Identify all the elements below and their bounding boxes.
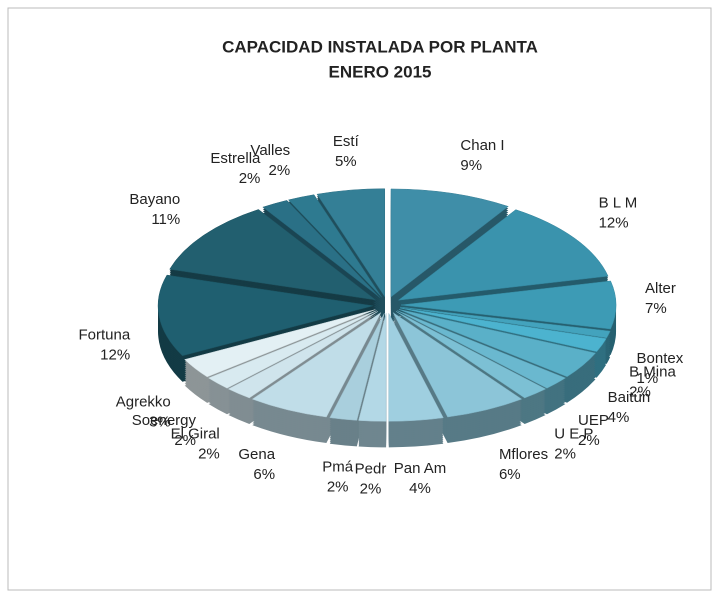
slice-top [388, 313, 444, 422]
slice-label: Bayano [129, 191, 180, 208]
slice-value-label: 2% [174, 432, 196, 449]
slice-top [157, 274, 374, 357]
pie-slice [358, 313, 387, 448]
slice-top [358, 313, 387, 422]
pie-slice [251, 312, 382, 444]
pie-slice [392, 312, 523, 444]
slice-top [329, 313, 385, 421]
slice-value-label: 2% [629, 383, 651, 400]
slice-value-label: 2% [239, 170, 261, 187]
slice-value-label: 2% [360, 481, 382, 498]
slice-value-label: 2% [327, 478, 349, 495]
slice-value-label: 7% [645, 300, 667, 317]
slice-top [400, 306, 611, 339]
slice-top [207, 310, 377, 389]
slice-top [251, 312, 382, 418]
slice-label: Baitún [608, 389, 651, 406]
slice-top [316, 188, 386, 298]
slice-value-label: 3% [149, 413, 171, 430]
slice-label: UEP [578, 412, 609, 429]
slice-value-label: 6% [253, 466, 275, 483]
slice-label: Alter [645, 280, 676, 297]
slice-value-label: 5% [335, 153, 357, 170]
slice-value-label: 2% [554, 445, 576, 462]
slice-label: B L M [599, 195, 638, 212]
slice-label: B Mina [629, 363, 676, 380]
slice-label: Chan I [460, 137, 504, 154]
slice-label: Estrella [210, 150, 261, 167]
slice-value-label: 4% [608, 409, 630, 426]
slice-value-label: 6% [499, 466, 521, 483]
slice-top [397, 209, 609, 301]
slice-top [398, 309, 597, 377]
slice-value-label: 12% [100, 346, 130, 363]
slice-label: Mflores [499, 446, 548, 463]
slice-top [184, 309, 376, 378]
chart-subtitle: ENERO 2015 [329, 62, 432, 81]
slice-label: U E P [554, 425, 593, 442]
slice-value-label: 4% [409, 480, 431, 497]
slice-top [390, 188, 509, 298]
slice-top [395, 311, 547, 399]
pie-slice [329, 313, 385, 447]
slice-value-label: 9% [460, 157, 482, 174]
chart-title: CAPACIDAD INSTALADA POR PLANTA [222, 37, 538, 56]
slice-top [287, 194, 382, 298]
slice-top [392, 312, 523, 418]
slice-label: Soenergy [132, 412, 197, 429]
slice-top [227, 311, 379, 399]
slice-label: Agrekko [116, 393, 171, 410]
slice-top [169, 209, 377, 301]
slice-top [262, 200, 381, 298]
slice-label: Gena [238, 446, 275, 463]
slice-value-label: 1% [637, 370, 659, 387]
slice-value-label: 12% [599, 215, 629, 232]
slice-label: Fortuna [78, 326, 130, 343]
slice-top [397, 310, 567, 389]
slice-value-label: 11% [151, 211, 180, 228]
slice-label: Pedr [355, 461, 387, 478]
slice-label: Bontex [637, 350, 684, 367]
slice-value-label: 2% [198, 445, 220, 462]
slice-label: Estí [333, 133, 360, 150]
slice-label: Valles [250, 142, 290, 159]
slice-label: El Giral [171, 425, 220, 442]
slice-value-label: 2% [268, 162, 290, 179]
slice-top [400, 307, 607, 352]
slice-label: Pan Am [394, 460, 447, 477]
slice-value-label: 2% [578, 432, 600, 449]
pie-slice [388, 313, 444, 448]
slice-label: Pmá [322, 458, 354, 475]
slice-top [400, 280, 617, 330]
